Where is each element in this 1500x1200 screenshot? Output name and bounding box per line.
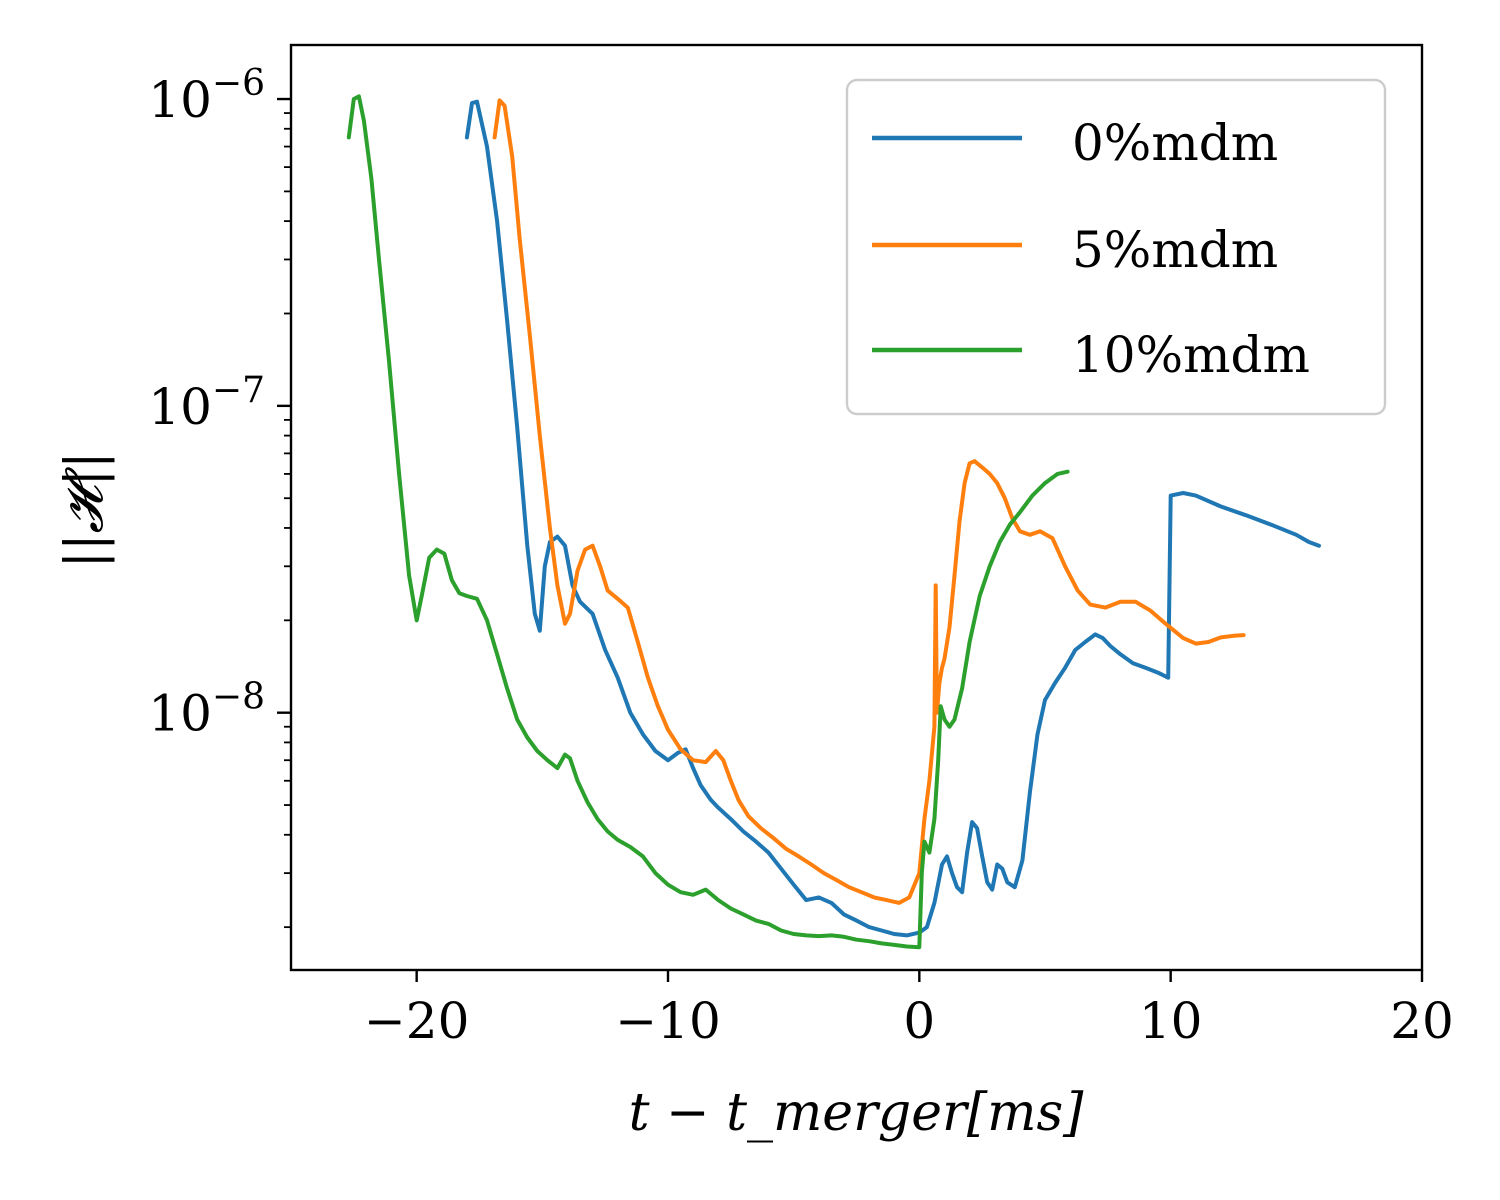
legend-label-0: 0%mdm: [1072, 114, 1278, 172]
legend: 0%mdm 5%mdm 10%mdm: [845, 78, 1387, 416]
x-tick-label-2: 0: [903, 992, 935, 1050]
legend-label-1: 5%mdm: [1072, 221, 1278, 279]
x-tick-label-4: 20: [1390, 992, 1454, 1050]
plot-frame: [289, 43, 1424, 972]
x-tick-label-1: −10: [615, 992, 721, 1050]
x-axis: −20 −10 0 10 20: [364, 970, 1454, 1050]
series-layer: [346, 94, 1321, 950]
series-line-2: [346, 94, 1070, 950]
y-axis: 10−6 10−7 10−8: [148, 63, 291, 929]
series-line-1: [492, 98, 1246, 905]
x-axis-title: t − t_merger[ms]: [629, 1083, 1085, 1143]
y-axis-title: ||𝓗||: [55, 452, 115, 569]
legend-box: [845, 78, 1387, 416]
y-tick-label-1: 10−7: [148, 370, 265, 436]
y-tick-label-2: 10−8: [148, 677, 265, 743]
legend-label-2: 10%mdm: [1072, 326, 1310, 384]
x-tick-label-3: 10: [1139, 992, 1203, 1050]
x-tick-label-0: −20: [364, 992, 470, 1050]
y-tick-label-0: 10−6: [148, 63, 265, 129]
